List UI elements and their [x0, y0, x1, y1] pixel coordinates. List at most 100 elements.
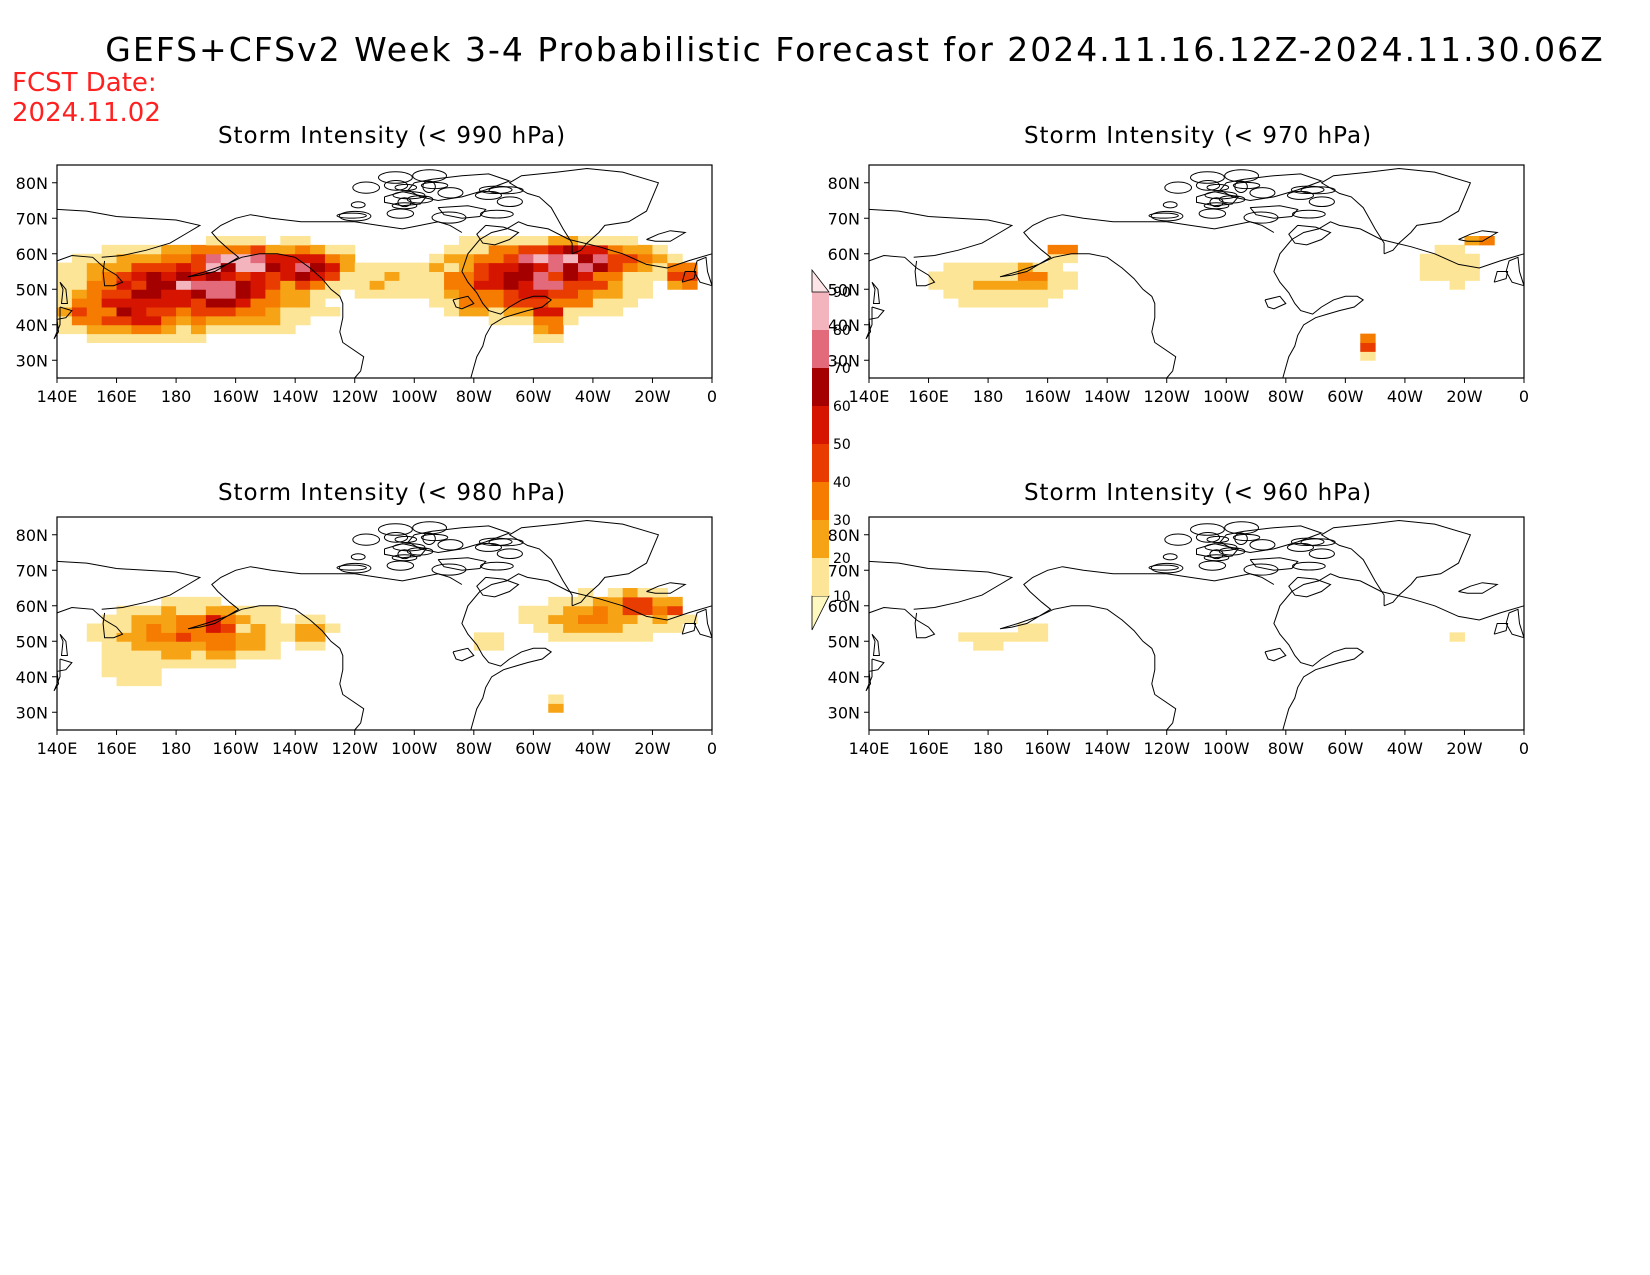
panel-title-990: Storm Intensity (< 990 hPa) — [217, 123, 567, 149]
probability-cell — [101, 650, 118, 660]
probability-cell — [637, 289, 653, 299]
probability-cell — [1032, 623, 1049, 633]
probability-cell — [548, 324, 564, 335]
probability-cell — [458, 307, 475, 317]
probability-cell — [592, 632, 609, 642]
probability-cell — [592, 596, 609, 607]
probability-cell — [116, 315, 132, 326]
probability-cell — [280, 623, 296, 633]
probability-cell — [667, 596, 683, 607]
probability-cell — [1464, 271, 1480, 281]
probability-cell — [250, 632, 266, 642]
probability-cell — [988, 632, 1004, 642]
probability-cell — [533, 623, 549, 633]
probability-cell — [399, 280, 415, 290]
probability-cell — [1360, 342, 1376, 352]
colorbar-segment — [812, 558, 829, 596]
probability-cell — [146, 271, 162, 281]
colorbar-label: 80 — [833, 323, 851, 339]
probability-cell — [667, 623, 683, 633]
probability-cell — [444, 298, 460, 308]
probability-cell — [176, 315, 192, 326]
probability-cell — [295, 307, 311, 317]
probability-cell — [265, 315, 281, 326]
probability-cell — [146, 676, 162, 687]
probability-cell — [533, 289, 549, 299]
probability-cell — [503, 280, 519, 290]
probability-cell — [533, 262, 549, 272]
probability-cell — [205, 307, 222, 317]
probability-cell — [592, 307, 609, 317]
probability-cell — [488, 271, 505, 281]
probability-cell — [548, 236, 564, 246]
probability-cell — [131, 324, 147, 335]
probability-cell — [205, 324, 222, 335]
lon-tick-label: 140W — [1084, 387, 1131, 406]
arctic-island — [338, 562, 372, 574]
probability-cell — [548, 298, 564, 308]
probability-cell — [592, 253, 609, 264]
probability-cell — [458, 244, 475, 255]
probability-cell — [116, 280, 132, 290]
arctic-island — [488, 538, 524, 547]
probability-cell — [563, 614, 579, 624]
probability-cell — [310, 244, 326, 255]
probability-cell — [652, 605, 668, 616]
probability-cell — [190, 333, 207, 343]
probability-cell — [622, 632, 639, 642]
probability-cell — [973, 262, 989, 272]
arctic-island — [394, 535, 418, 544]
arctic-island — [496, 196, 523, 208]
probability-cell — [637, 596, 653, 607]
probability-cell — [116, 659, 132, 669]
probability-cell — [324, 262, 341, 272]
probability-cell — [161, 605, 177, 616]
arctic-island — [1164, 181, 1193, 194]
coastline — [681, 623, 697, 635]
probability-cell — [548, 632, 564, 642]
probability-cell — [339, 280, 356, 290]
probability-cell — [473, 307, 490, 317]
probability-cell — [220, 262, 237, 272]
probability-cell — [101, 659, 118, 669]
probability-cell — [488, 236, 505, 246]
lon-tick-label: 40W — [575, 739, 611, 758]
probability-cell — [592, 236, 609, 246]
coastline — [1493, 271, 1509, 283]
probability-cell — [146, 650, 162, 660]
probability-cell — [190, 632, 207, 642]
probability-cell — [235, 298, 252, 308]
colorbar-label: 70 — [833, 361, 851, 377]
coastline — [508, 519, 660, 607]
probability-cell — [146, 333, 162, 343]
probability-cell — [131, 262, 147, 272]
probability-cell — [265, 262, 281, 272]
probability-cell — [1017, 280, 1034, 290]
probability-cell — [578, 605, 594, 616]
probability-cell — [146, 632, 162, 642]
arctic-island — [352, 181, 381, 194]
coastline — [868, 208, 1014, 258]
probability-cell — [637, 623, 653, 633]
probability-cell — [533, 307, 549, 317]
probability-cell — [637, 244, 653, 255]
arctic-island — [1198, 560, 1227, 571]
probability-cell — [161, 280, 177, 290]
probability-cell — [339, 253, 356, 264]
probability-cell — [1032, 262, 1049, 272]
probability-cell — [518, 271, 534, 281]
probability-cell — [958, 262, 974, 272]
lat-tick-label: 50N — [16, 632, 48, 651]
lon-tick-label: 60W — [515, 739, 551, 758]
probability-cell — [458, 280, 475, 290]
lon-tick-label: 120W — [1144, 739, 1191, 758]
probability-cell — [71, 262, 88, 272]
lat-tick-label: 50N — [16, 280, 48, 299]
probability-cell — [622, 262, 639, 272]
probability-cell — [1464, 236, 1480, 246]
probability-cell — [86, 632, 103, 642]
probability-cell — [280, 280, 296, 290]
probability-cell — [131, 333, 147, 343]
arctic-island — [377, 171, 413, 184]
probability-cell — [339, 262, 356, 272]
